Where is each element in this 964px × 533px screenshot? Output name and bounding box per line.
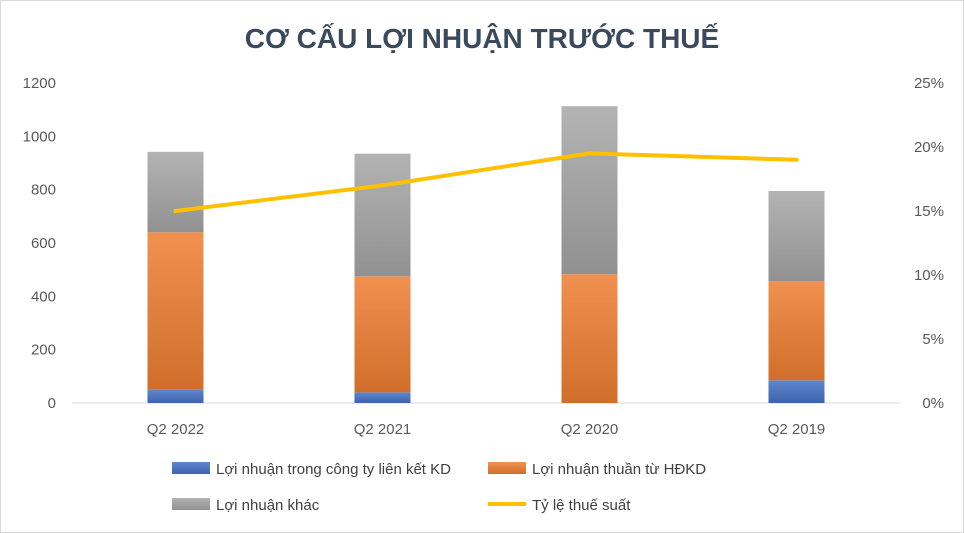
bar-segment	[147, 232, 204, 390]
bar-segment	[354, 392, 411, 403]
x-axis: Q2 2022 Q2 2021 Q2 2020 Q2 2019	[147, 421, 826, 438]
y-right-tick-label: 5%	[922, 331, 944, 348]
y-left-tick-label: 0	[48, 395, 56, 412]
y-right-tick-label: 15%	[914, 203, 944, 220]
bar-segment	[561, 106, 618, 275]
x-tick-label: Q2 2020	[561, 421, 619, 438]
y-left-tick-label: 400	[31, 288, 56, 305]
bar-segment	[561, 274, 618, 403]
legend: Lợi nhuận trong công ty liên kết KD Lợi …	[172, 461, 706, 514]
right-axis: 0% 5% 10% 15% 20% 25%	[914, 75, 944, 412]
y-right-tick-label: 10%	[914, 267, 944, 284]
legend-swatch-lien-ket	[172, 462, 210, 474]
legend-label-khac: Lợi nhuận khác	[216, 497, 320, 514]
y-left-tick-label: 800	[31, 182, 56, 199]
y-right-tick-label: 0%	[922, 395, 944, 412]
bar-segment	[147, 389, 204, 403]
x-tick-label: Q2 2022	[147, 421, 205, 438]
line-tax-rate	[173, 151, 799, 213]
line-series	[173, 151, 799, 213]
legend-swatch-hdkd	[488, 462, 526, 474]
bar-segment	[354, 276, 411, 393]
line-point	[794, 157, 799, 162]
y-left-tick-label: 200	[31, 342, 56, 359]
left-axis: 0 200 400 600 800 1000 1200	[23, 75, 56, 412]
y-left-tick-label: 600	[31, 235, 56, 252]
legend-label-thue-suat: Tỷ lệ thuế suất	[532, 497, 631, 514]
y-right-tick-label: 20%	[914, 139, 944, 156]
bar-segment	[768, 380, 825, 403]
legend-swatch-khac	[172, 498, 210, 510]
line-point	[173, 209, 178, 213]
chart-title: CƠ CẤU LỢI NHUẬN TRƯỚC THUẾ	[245, 23, 719, 54]
bar-segment	[768, 191, 825, 282]
legend-label-lien-ket: Lợi nhuận trong công ty liên kết KD	[216, 461, 451, 478]
x-tick-label: Q2 2021	[354, 421, 412, 438]
line-point	[587, 151, 592, 156]
y-left-tick-label: 1200	[23, 75, 56, 92]
x-tick-label: Q2 2019	[768, 421, 826, 438]
bar-segment	[354, 153, 411, 277]
bars	[147, 106, 825, 403]
bar-segment	[768, 281, 825, 381]
y-left-tick-label: 1000	[23, 128, 56, 145]
legend-label-hdkd: Lợi nhuận thuần từ HĐKD	[532, 461, 706, 478]
bar-segment	[147, 151, 204, 233]
y-right-tick-label: 25%	[914, 75, 944, 92]
line-point	[380, 183, 385, 188]
